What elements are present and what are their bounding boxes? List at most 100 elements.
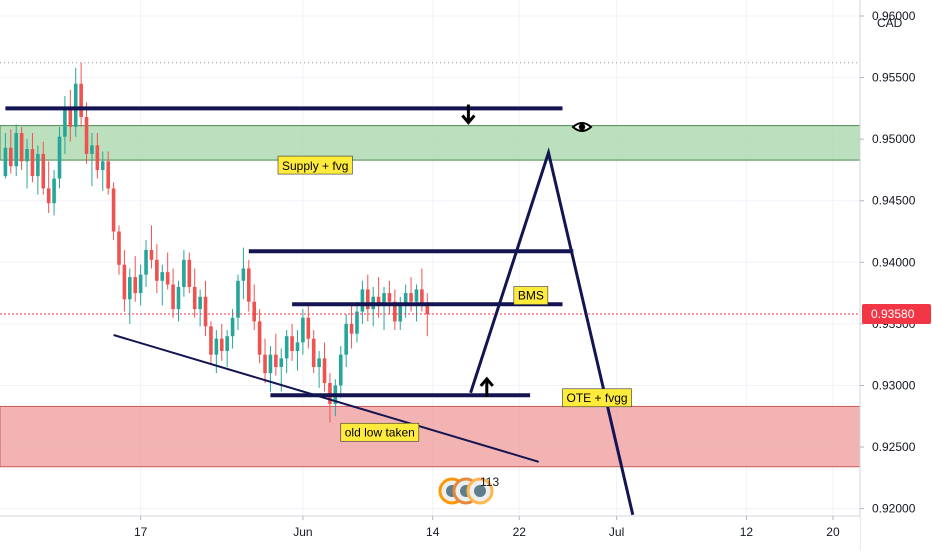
- y-axis-panel: [861, 0, 932, 550]
- tradingview-ideas-icon: 113: [438, 475, 499, 505]
- candle-body: [274, 354, 278, 367]
- x-tick-label: Jun: [293, 525, 312, 539]
- candle-body: [241, 268, 246, 281]
- candle-body: [63, 108, 67, 137]
- candle-body: [192, 286, 197, 310]
- candle-body: [420, 289, 424, 306]
- last-price-tag: [862, 304, 931, 325]
- candle-body: [225, 336, 229, 351]
- candle-body: [393, 301, 397, 322]
- x-tick-label: 14: [426, 525, 440, 539]
- candle-body: [263, 354, 267, 374]
- candle-body: [106, 161, 110, 189]
- candle-body: [203, 296, 208, 327]
- candle-body: [73, 83, 78, 127]
- candle-body: [425, 305, 430, 315]
- candle-body: [84, 116, 89, 154]
- annotation-label: old low taken: [345, 425, 415, 439]
- ideas-avatar-face: [474, 485, 486, 497]
- candle-body: [187, 259, 192, 287]
- candle-body: [214, 338, 219, 355]
- currency-label: CAD: [877, 16, 903, 30]
- candle-body: [306, 317, 311, 339]
- arrow-down-icon: [461, 104, 476, 125]
- annotations: BMS OTE + fvgg old low taken Supply + fvg 11…: [277, 155, 632, 505]
- candle-body: [171, 284, 175, 310]
- candle-body: [322, 358, 327, 383]
- ideas-count: 113: [480, 475, 499, 489]
- candle-body: [79, 83, 83, 117]
- y-tick-label: 0.92500: [872, 440, 916, 454]
- candle-body: [209, 326, 213, 355]
- candle-body: [414, 289, 419, 302]
- candle-body: [230, 317, 235, 337]
- candle-body: [52, 178, 56, 204]
- candle-body: [3, 147, 8, 177]
- candle-body: [122, 264, 127, 300]
- candle-body: [349, 323, 354, 334]
- candle-body: [219, 338, 224, 351]
- candle-body: [165, 272, 170, 285]
- candle-body: [117, 231, 121, 265]
- last-price-label: 0.93580: [871, 307, 915, 321]
- annotation-label-box: [562, 388, 632, 408]
- candle-body: [14, 133, 19, 167]
- candle-body: [25, 149, 29, 162]
- candle-body: [376, 296, 381, 306]
- candle-body: [344, 323, 348, 355]
- candle-body: [9, 147, 13, 167]
- candle-body: [355, 311, 359, 334]
- candle-body: [295, 342, 300, 351]
- candle-body: [19, 133, 24, 162]
- candle-body: [128, 277, 132, 300]
- annotation-label-box: [340, 422, 420, 442]
- candle-body: [409, 293, 413, 302]
- x-tick-label: Jul: [609, 525, 624, 539]
- y-tick-label: 0.95000: [872, 132, 916, 146]
- candle-body: [133, 277, 138, 294]
- candle-body: [382, 293, 386, 306]
- zones: [0, 125, 861, 468]
- candle-body: [182, 259, 186, 287]
- candle-body: [257, 321, 262, 355]
- candle-body: [111, 188, 116, 232]
- candle-body: [268, 354, 273, 374]
- annotation-label: BMS: [518, 289, 544, 303]
- candle-body: [30, 149, 35, 177]
- candle-body: [403, 293, 408, 306]
- x-tick-label: 12: [740, 525, 754, 539]
- arrow-up-icon: [479, 376, 494, 397]
- candle-body: [160, 272, 165, 281]
- eye-icon: [571, 122, 593, 132]
- demand-zone: [0, 405, 861, 468]
- candle-body: [57, 136, 62, 179]
- y-tick-label: 0.93000: [872, 378, 916, 392]
- x-tick-label: 20: [826, 525, 840, 539]
- supply-zone: [0, 125, 861, 161]
- x-tick-label: 17: [134, 525, 148, 539]
- candle-body: [144, 249, 148, 275]
- candle-body: [338, 354, 343, 386]
- arrow-head: [461, 114, 476, 125]
- level-line: [113, 334, 539, 463]
- candle-body: [41, 153, 46, 189]
- candle-body: [365, 289, 370, 310]
- annotation-label-box: [513, 286, 549, 305]
- candle-body: [95, 145, 100, 170]
- candle-body: [68, 108, 73, 127]
- candle-body: [247, 268, 251, 302]
- candle-body: [36, 153, 40, 177]
- arrow-head: [479, 376, 494, 387]
- supply-zone-label: Supply + fvg: [282, 159, 348, 173]
- annotation-label: OTE + fvgg: [567, 391, 628, 405]
- x-tick-label: 22: [513, 525, 527, 539]
- candle-body: [90, 145, 94, 154]
- candle-body: [360, 289, 365, 312]
- candle-body: [279, 358, 284, 367]
- supply-zone-label-box: [277, 155, 353, 175]
- candle-body: [198, 296, 202, 310]
- y-tick-label: 0.96000: [872, 9, 916, 23]
